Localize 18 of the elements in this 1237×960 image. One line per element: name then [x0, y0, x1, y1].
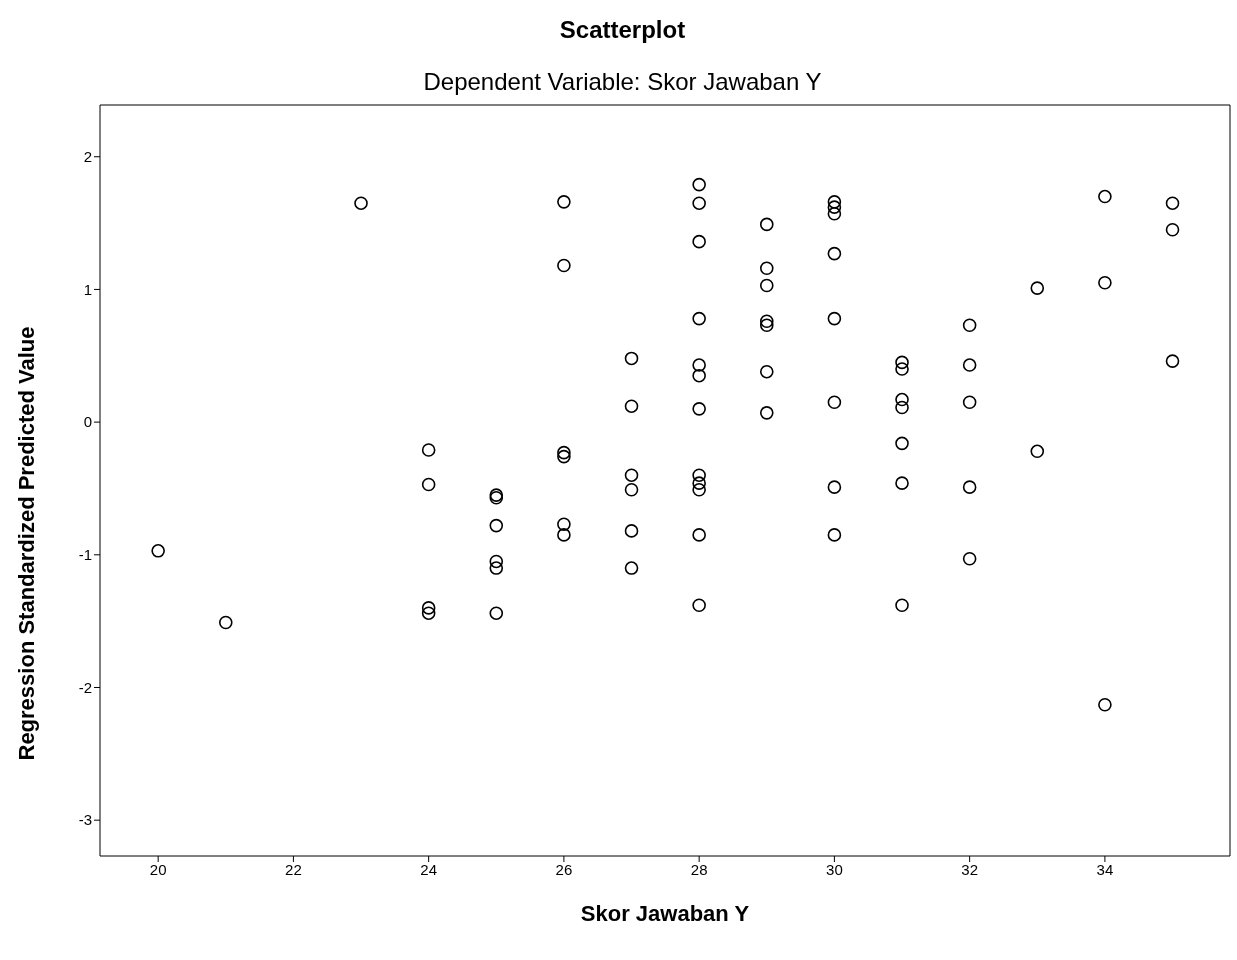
y-axis-title: Regression Standardized Predicted Value [13, 326, 39, 761]
x-tick-label: 32 [961, 860, 978, 878]
y-tick-label: 0 [83, 413, 92, 431]
x-tick-label: 28 [690, 860, 708, 878]
x-axis-title: Skor Jawaban Y [580, 901, 750, 926]
x-tick-label: 26 [555, 860, 573, 878]
x-tick-label: 34 [1096, 860, 1114, 878]
chart-subtitle: Dependent Variable: Skor Jawaban Y [422, 68, 823, 96]
y-tick-label: 2 [83, 148, 92, 166]
chart-title: Scatterplot [558, 15, 687, 44]
x-tick-label: 22 [285, 860, 302, 878]
y-tick-label: -2 [78, 678, 92, 696]
x-tick-label: 20 [149, 860, 167, 878]
y-tick-label: -3 [78, 811, 92, 829]
y-tick-label: 1 [83, 280, 92, 298]
x-tick-label: 30 [826, 860, 843, 878]
x-tick-label: 24 [420, 860, 437, 878]
y-tick-label: -1 [78, 546, 92, 564]
